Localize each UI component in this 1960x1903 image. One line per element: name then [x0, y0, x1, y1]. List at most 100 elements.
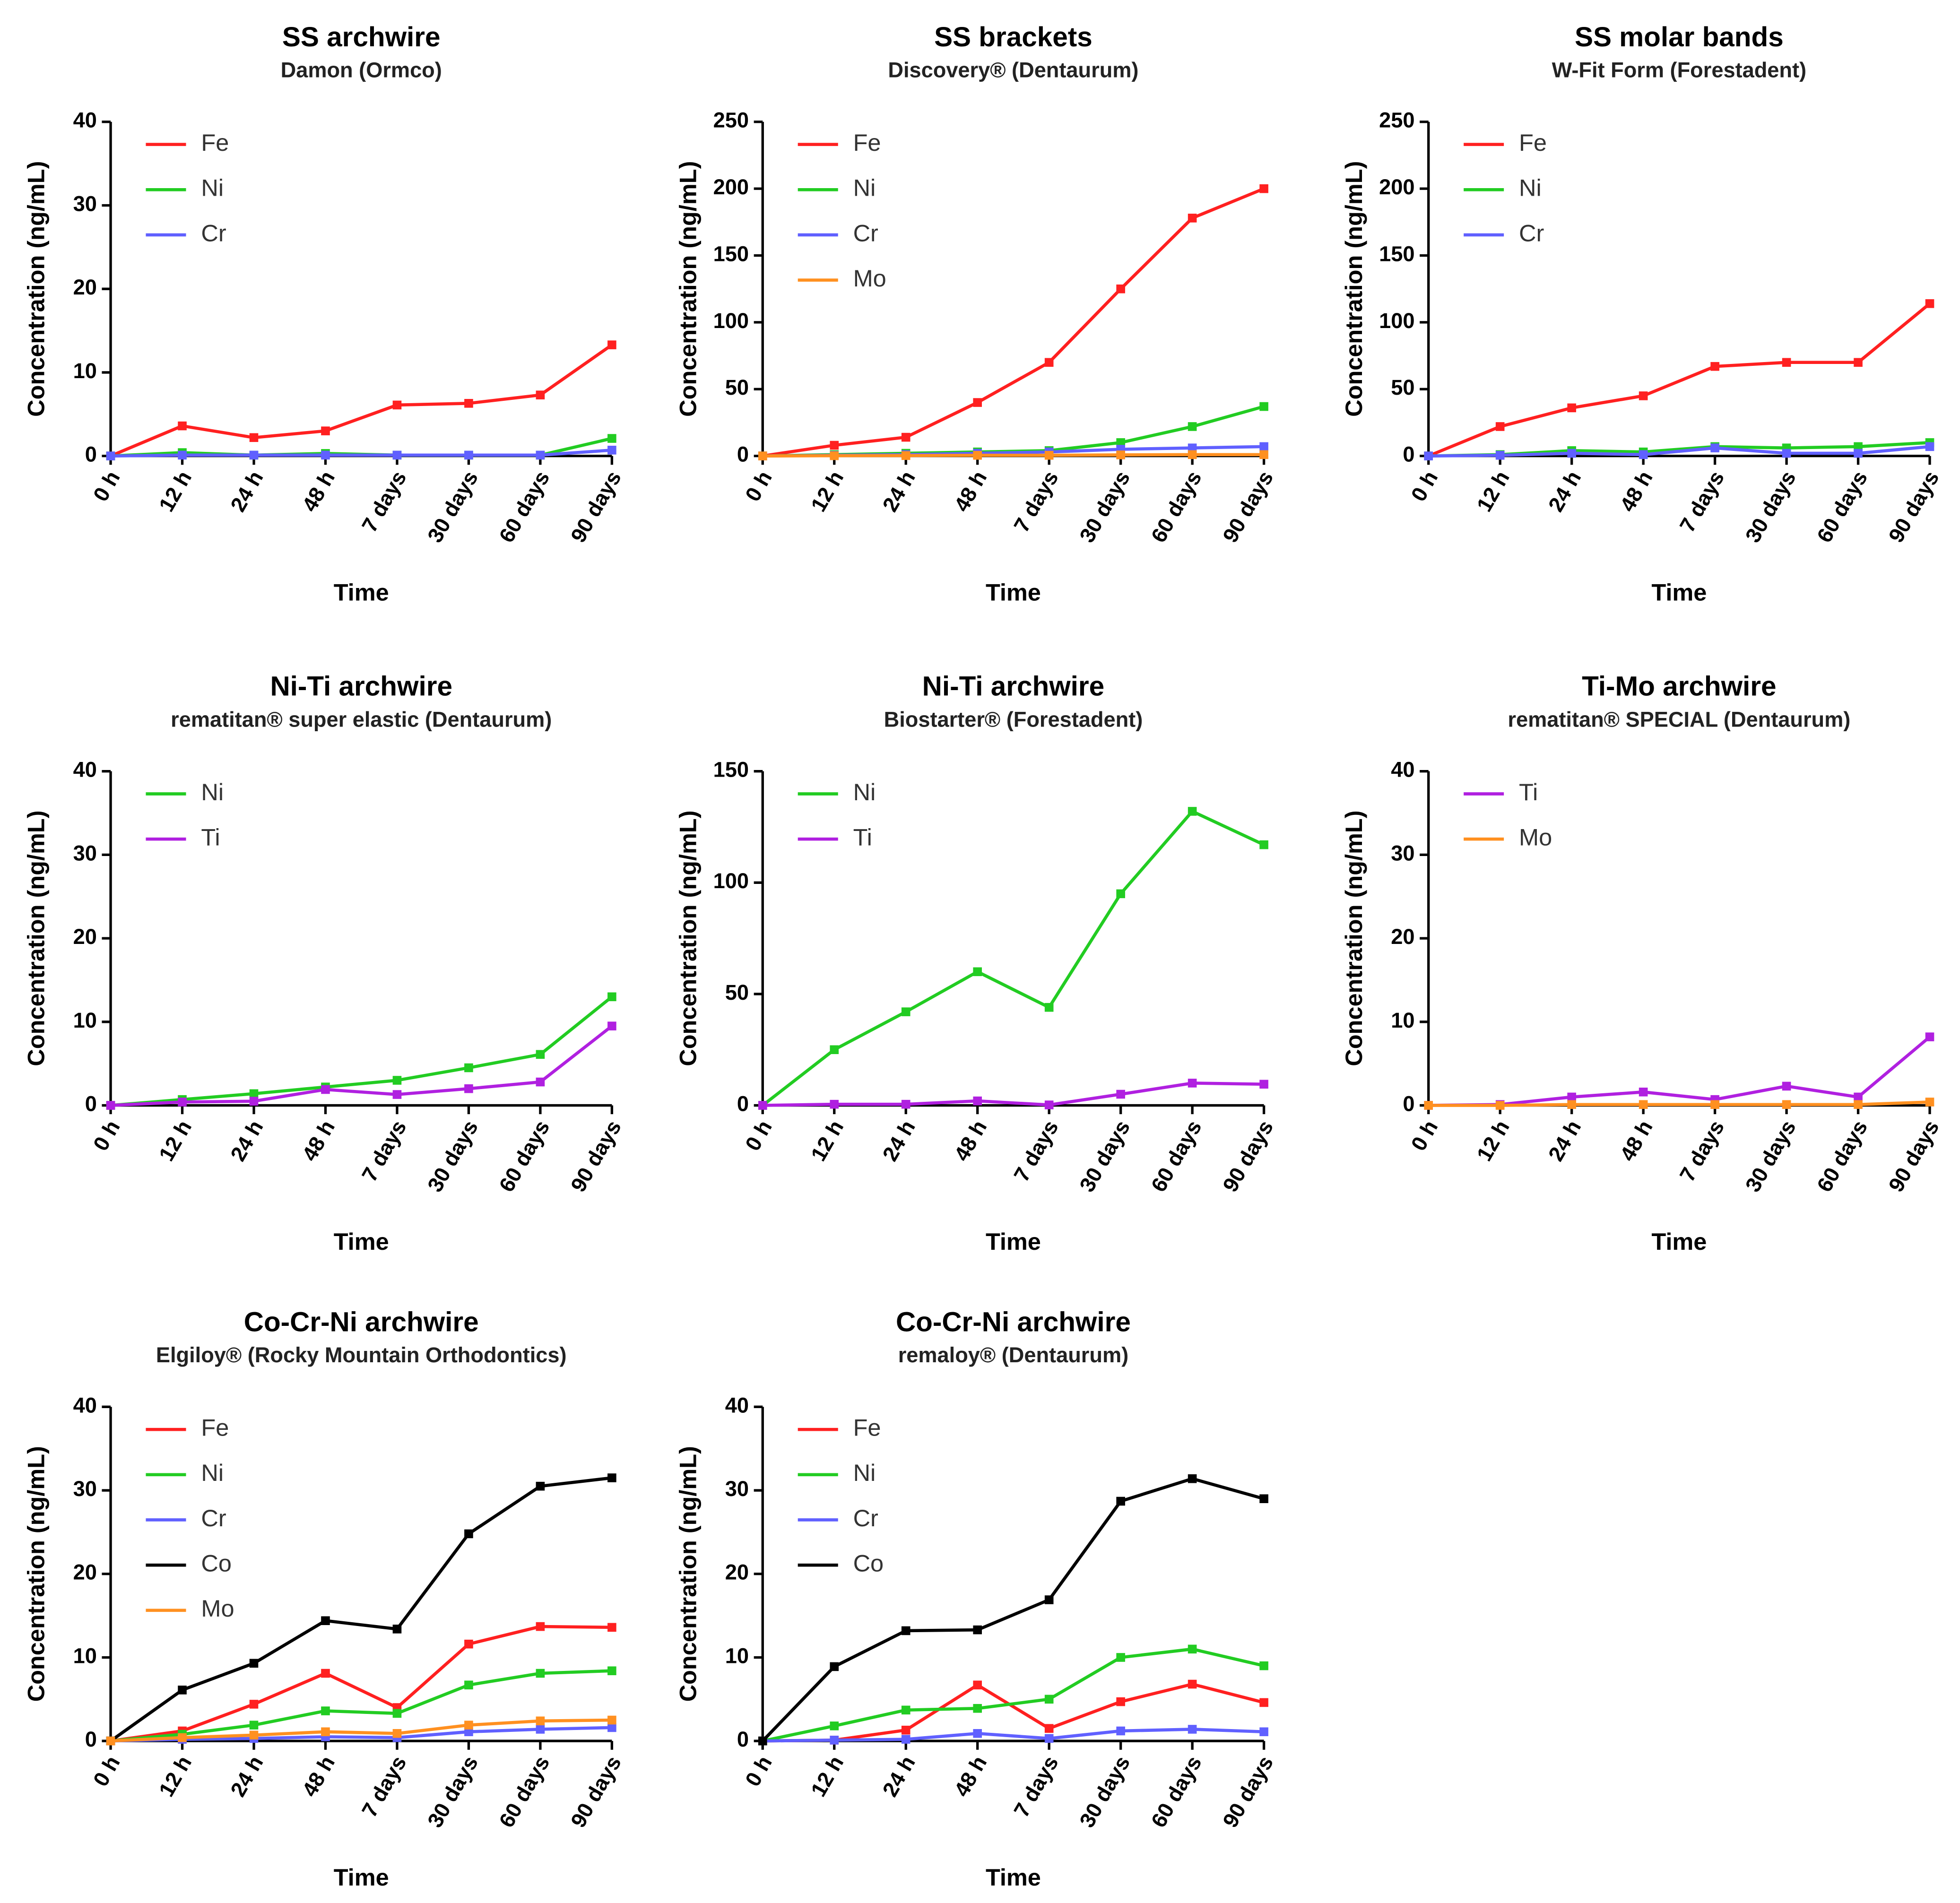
y-tick-label: 40: [1391, 758, 1414, 782]
x-tick-label: 12 h: [154, 467, 196, 516]
chart-subtitle: Damon (Ormco): [281, 58, 442, 82]
data-point: [973, 967, 982, 977]
data-point: [830, 1662, 839, 1671]
legend-label: Cr: [201, 219, 226, 246]
x-axis-label: Time: [986, 579, 1041, 606]
chart-title: Ti-Mo archwire: [1582, 671, 1776, 702]
series-line: [1428, 1100, 1930, 1107]
x-axis-label: Time: [334, 1228, 389, 1255]
y-tick-label: 100: [1379, 309, 1414, 333]
x-tick-label: 12 h: [154, 1752, 196, 1801]
data-point: [1116, 889, 1125, 899]
series-line: [1428, 1036, 1931, 1107]
data-point: [901, 1725, 911, 1735]
data-point: [830, 1045, 839, 1055]
x-tick-label: 30 days: [1075, 467, 1135, 546]
x-tick-label: 24 h: [877, 1116, 919, 1165]
x-tick-label: 7 days: [1675, 1116, 1729, 1185]
y-tick-label: 10: [73, 1644, 97, 1668]
legend-label: Fe: [853, 1414, 881, 1441]
legend-label: Cr: [1519, 219, 1544, 246]
data-point: [1854, 358, 1863, 367]
x-axis-label: Time: [1651, 1228, 1707, 1255]
data-point: [607, 1473, 616, 1482]
data-point: [178, 1098, 187, 1107]
data-point: [536, 390, 545, 399]
x-tick-label: 0 h: [1406, 467, 1443, 505]
data-point: [830, 1099, 839, 1109]
data-point: [1259, 1661, 1268, 1670]
y-tick-label: 10: [73, 359, 97, 383]
data-point: [1567, 1100, 1576, 1109]
data-point: [1710, 362, 1719, 371]
x-tick-label: 7 days: [1009, 1116, 1063, 1185]
legend-label: Ni: [201, 778, 224, 805]
data-point: [1710, 443, 1719, 452]
y-tick-label: 30: [725, 1477, 749, 1501]
data-point: [249, 433, 259, 442]
data-point: [1116, 450, 1125, 459]
data-point: [178, 1686, 187, 1695]
data-point: [536, 1716, 545, 1726]
data-point: [1188, 1725, 1197, 1734]
x-tick-label: 24 h: [225, 1752, 268, 1801]
data-point: [1259, 840, 1268, 849]
x-tick-label: 60 days: [1146, 1116, 1206, 1196]
legend-label: Ni: [853, 1459, 876, 1486]
data-point: [973, 1625, 982, 1635]
data-point: [106, 1101, 115, 1110]
y-tick-label: 30: [73, 1477, 97, 1501]
x-tick-label: 60 days: [1812, 1116, 1872, 1196]
data-point: [1116, 438, 1125, 447]
x-tick-label: 0 h: [88, 467, 125, 505]
data-point: [1044, 450, 1054, 460]
x-tick-label: 30 days: [423, 1752, 483, 1832]
data-point: [464, 1063, 473, 1073]
legend-label: Fe: [201, 129, 229, 156]
y-tick-label: 0: [85, 1727, 97, 1751]
y-axis-label: Concentration (ng/mL): [1340, 161, 1367, 417]
series-line: [762, 809, 1265, 1107]
legend-label: Ti: [201, 824, 220, 851]
x-tick-label: 7 days: [1675, 467, 1729, 536]
chart-subtitle: remaloy® (Dentaurum): [898, 1343, 1128, 1367]
chart-subtitle: rematitan® super elastic (Dentaurum): [171, 707, 552, 731]
data-point: [392, 450, 402, 460]
y-tick-label: 0: [737, 1727, 749, 1751]
data-point: [1782, 358, 1791, 367]
data-point: [1188, 450, 1197, 459]
x-tick-label: 90 days: [1884, 1116, 1944, 1196]
x-axis-label: Time: [1651, 579, 1707, 606]
y-tick-label: 250: [1379, 108, 1414, 132]
chart-subtitle: Biostarter® (Forestadent): [884, 707, 1143, 731]
data-point: [1495, 422, 1505, 431]
data-point: [464, 1639, 473, 1649]
x-tick-label: 12 h: [806, 1752, 848, 1801]
data-point: [758, 451, 767, 460]
x-tick-label: 48 h: [949, 467, 991, 516]
data-point: [1495, 450, 1505, 460]
x-tick-label: 90 days: [566, 1116, 626, 1196]
legend-label: Co: [853, 1549, 884, 1576]
data-point: [1259, 184, 1268, 193]
data-point: [1044, 1595, 1054, 1604]
legend-label: Ni: [853, 778, 876, 805]
data-point: [1116, 284, 1125, 294]
x-tick-label: 7 days: [1009, 1752, 1063, 1821]
data-point: [1925, 1098, 1934, 1107]
series-line: [763, 1728, 1264, 1743]
y-tick-label: 150: [713, 758, 749, 782]
data-point: [901, 451, 911, 460]
y-tick-label: 40: [725, 1393, 749, 1417]
x-tick-label: 30 days: [423, 1116, 483, 1196]
chart-panel: SS brackets Discovery® (Dentaurum) 0 50 100 1…: [674, 22, 1278, 606]
data-point: [901, 1626, 911, 1635]
x-tick-label: 60 days: [494, 1752, 555, 1832]
x-tick-label: 48 h: [1615, 467, 1657, 516]
y-tick-label: 100: [713, 869, 749, 893]
series-line: [762, 1647, 1265, 1743]
series-line: [110, 1669, 612, 1743]
data-point: [607, 992, 616, 1002]
data-point: [830, 451, 839, 460]
